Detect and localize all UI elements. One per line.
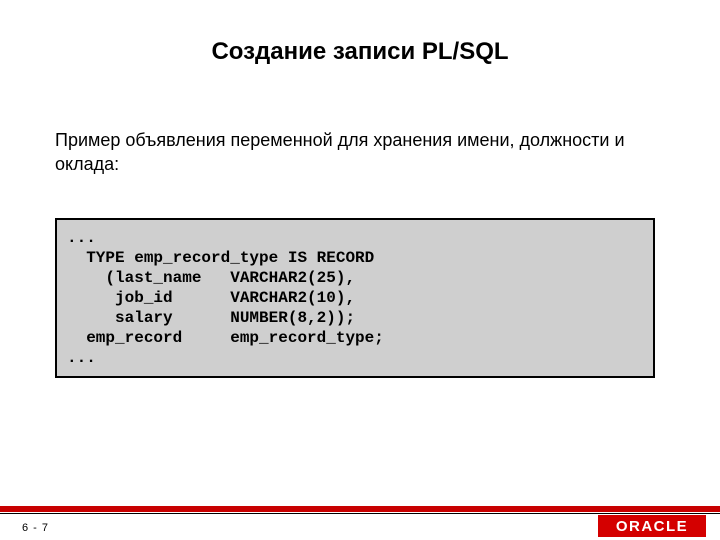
intro-text: Пример объявления переменной для хранени…	[55, 128, 655, 177]
code-block: ... TYPE emp_record_type IS RECORD (last…	[55, 218, 655, 378]
footer-divider	[0, 513, 720, 514]
footer-red-bar	[0, 506, 720, 512]
page-number: 6 - 7	[22, 522, 49, 534]
slide: Создание записи PL/SQL Пример объявления…	[0, 0, 720, 540]
slide-title: Создание записи PL/SQL	[0, 38, 720, 66]
oracle-logo: ORACLE	[598, 515, 706, 537]
